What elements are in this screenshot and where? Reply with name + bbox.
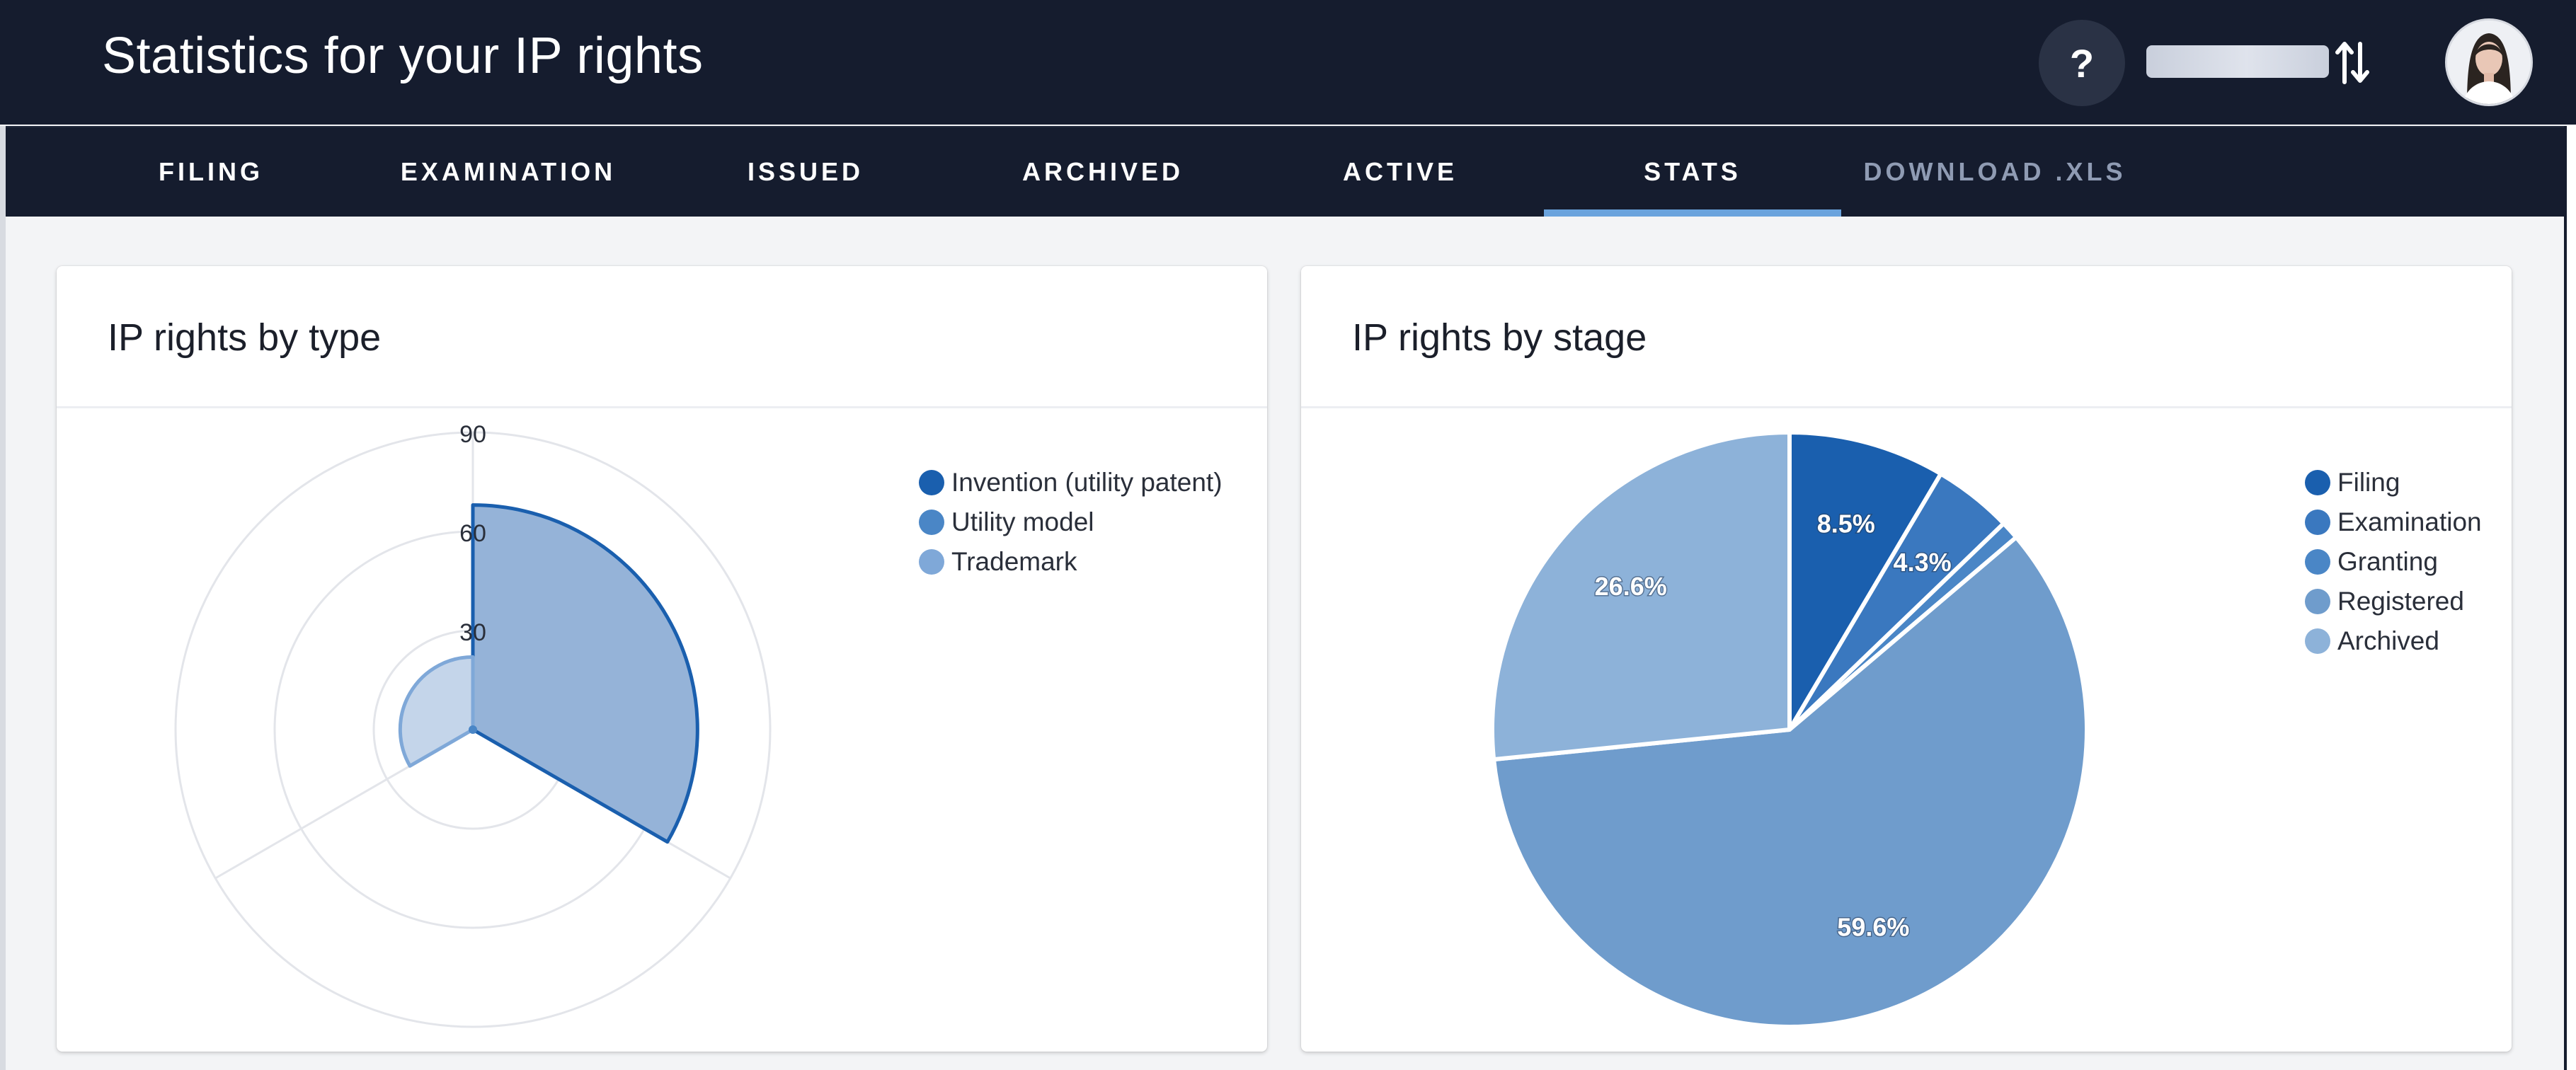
legend-swatch [919, 549, 944, 575]
legend-label: Registered [2337, 587, 2464, 616]
pie-slice-label: 8.5% [1817, 509, 1875, 538]
tab-download-xls[interactable]: DOWNLOAD .XLS [1863, 157, 2126, 186]
card-divider [57, 406, 1267, 408]
legend-label: Examination [2337, 507, 2482, 536]
pie-slice[interactable] [1492, 535, 2089, 1029]
radial-tick-label: 90 [459, 421, 486, 448]
radial-tick-label: 60 [459, 520, 486, 547]
legend-label: Archived [2337, 626, 2439, 655]
tab-issued[interactable]: ISSUED [747, 157, 864, 186]
user-avatar-image [2447, 21, 2531, 104]
legend-label: Granting [2337, 547, 2438, 576]
pie-slice-label: 4.3% [1894, 548, 1952, 577]
page-title: Statistics for your IP rights [102, 28, 704, 84]
card-ip-rights-by-type: IP rights by type 30 60 90 Invention (util… [57, 266, 1267, 1052]
card-ip-rights-by-stage: IP rights by stage 8.5% 4.3% 59.6% 26.6% Fi… [1301, 266, 2512, 1052]
pie-slice-label: 59.6% [1837, 912, 1909, 941]
polar-segment[interactable] [471, 503, 699, 844]
account-name-blurred[interactable] [2146, 45, 2329, 78]
legend-swatch [2305, 628, 2330, 654]
polar-segment[interactable] [398, 655, 475, 768]
right-edge [2564, 126, 2567, 1070]
tab-archived[interactable]: ARCHIVED [1021, 157, 1184, 186]
question-mark-icon: ? [2069, 40, 2095, 86]
legend-swatch [2305, 549, 2330, 575]
legend-swatch [2305, 470, 2330, 495]
legend-item[interactable]: Granting [2305, 542, 2482, 582]
left-edge [0, 126, 6, 1070]
scrollbar-track[interactable] [2564, 126, 2576, 1070]
legend-swatch [919, 510, 944, 535]
legend-swatch [919, 470, 944, 495]
legend-item[interactable]: Utility model [919, 502, 1223, 542]
legend-item[interactable]: Registered [2305, 582, 2482, 621]
legend-item[interactable]: Trademark [919, 542, 1223, 582]
card-title: IP rights by type [108, 316, 382, 359]
chart-legend: Filing Examination Granting Registered Archi… [2305, 463, 2482, 661]
tab-examination[interactable]: EXAMINATION [400, 157, 617, 186]
card-title: IP rights by stage [1352, 316, 1647, 359]
chart-legend: Invention (utility patent) Utility model T… [919, 463, 1223, 582]
help-button[interactable]: ? [2039, 20, 2125, 106]
tab-filing[interactable]: FILING [159, 157, 263, 186]
legend-swatch [2305, 589, 2330, 614]
card-divider [1301, 406, 2512, 408]
tab-active[interactable]: ACTIVE [1342, 157, 1458, 186]
pie-chart: 8.5% 4.3% 59.6% 26.6% [1490, 430, 2089, 1029]
avatar[interactable] [2445, 18, 2533, 106]
polar-area-chart: 30 60 90 [174, 421, 772, 1028]
active-tab-indicator [1544, 209, 1841, 217]
tab-stats[interactable]: STATS [1644, 157, 1741, 186]
legend-item[interactable]: Invention (utility patent) [919, 463, 1223, 502]
app-header: Statistics for your IP rights ? [0, 0, 2576, 125]
swap-vertical-arrows-icon[interactable] [2335, 40, 2370, 85]
legend-swatch [2305, 510, 2330, 535]
pie-slice[interactable] [1490, 430, 1792, 762]
tab-bar: FILING EXAMINATION ISSUED ARCHIVED ACTIV… [6, 126, 2564, 217]
legend-label: Invention (utility patent) [951, 468, 1223, 497]
legend-item[interactable]: Filing [2305, 463, 2482, 502]
legend-label: Trademark [951, 547, 1077, 576]
legend-item[interactable]: Archived [2305, 621, 2482, 661]
legend-label: Utility model [951, 507, 1094, 536]
pie-slice-label: 26.6% [1595, 572, 1667, 601]
legend-item[interactable]: Examination [2305, 502, 2482, 542]
polar-center-mark [469, 725, 477, 734]
legend-label: Filing [2337, 468, 2400, 497]
pie-slice[interactable] [1787, 430, 1943, 732]
radial-tick-label: 30 [459, 619, 486, 646]
